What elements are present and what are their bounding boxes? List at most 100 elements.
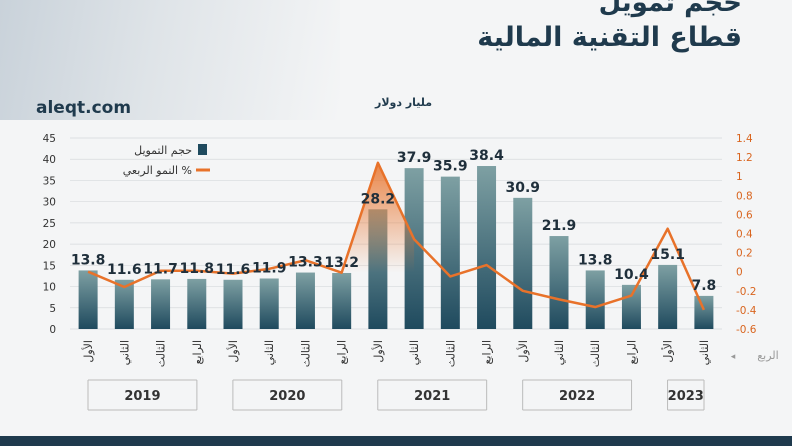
bar-value-label: 7.8 [691,278,716,294]
year-label: 2022 [559,389,595,404]
left-tick-label: 20 [43,239,56,251]
year-labels: 2019 2020 2021 2022 2023 [87,379,705,411]
right-tick-label: 1 [736,171,743,183]
bar [513,197,533,329]
left-tick-label: 35 [43,175,56,187]
right-tick-label: -0.2 [736,286,757,298]
unit-label: مليار دولار [375,96,433,109]
bar-value-label: 13.3 [288,255,323,271]
growth-line [87,161,706,311]
growth-peak-area [341,162,415,273]
bar [440,176,460,329]
bar [621,284,641,329]
bar-value-label: 37.9 [397,150,432,166]
quarter-label: الثالث [444,340,457,367]
year-label: 2023 [668,389,704,404]
year-label: 2019 [124,389,160,404]
bar-value-label: 30.9 [506,180,541,196]
quarter-label: الرابع [625,340,638,364]
left-tick-label: 5 [49,303,56,315]
quarter-label: الثاني [553,340,566,365]
footer-bar [0,436,792,446]
bar [549,236,569,329]
right-tick-label: 0.6 [736,209,753,221]
bar [114,279,134,329]
bar-value-label: 13.2 [324,255,359,271]
right-tick-label: 0.4 [736,229,753,241]
left-axis-ticks: 0 5 10 15 20 25 30 35 40 45 [43,133,56,336]
quarter-label: الرابع [191,340,204,364]
bar-value-label: 15.1 [650,247,685,263]
left-tick-label: 25 [43,218,56,230]
bar [295,272,315,329]
right-axis-ticks: 1.4 1.2 1 0.8 0.6 0.4 0.2 0 -0.2 -0.4 -0.6 [736,133,757,336]
bar [151,279,171,329]
quarter-label: الأول [371,340,385,363]
right-tick-label: 0.8 [736,190,753,202]
header-photo [0,0,340,120]
bar-value-label: 38.4 [469,148,504,164]
quarter-label: الثالث [589,340,602,367]
quarter-label: الأول [226,340,240,363]
left-tick-label: 30 [43,197,56,209]
bar-value-label: 13.8 [71,252,106,268]
quarter-label: الثاني [698,340,711,365]
bar-value-label: 11.7 [143,261,178,277]
bar-value-label: 10.4 [614,267,649,283]
bar-value-label: 11.8 [180,261,215,277]
legend: حجم التمويل النمو الربعي % [123,144,210,177]
quarter-label: الثالث [155,340,168,367]
year-label: 2020 [269,389,305,404]
right-tick-label: 0.2 [736,248,753,260]
quarter-label: الثاني [118,340,131,365]
bar [585,270,605,329]
left-tick-label: 45 [43,133,56,145]
quarter-label: الثاني [263,340,276,365]
bar [332,272,352,329]
title-line-1: حجم تمويل [598,0,742,18]
bar [223,279,243,329]
bar-value-label: 35.9 [433,159,468,175]
quarter-label: الأول [81,340,95,363]
growth-series-line [87,161,706,311]
bar [78,270,98,329]
right-tick-label: -0.6 [736,324,757,336]
right-tick-label: -0.4 [736,305,757,317]
bar [694,295,714,329]
bar-value-label: 13.8 [578,252,613,268]
bar [658,264,678,329]
left-tick-label: 40 [43,154,56,166]
quarter-label: الرابع [481,340,494,364]
legend-bar-label: حجم التمويل [134,144,192,157]
bar-value-label: 11.6 [107,262,142,278]
quarter-label: الثالث [299,340,312,367]
bar [477,166,497,329]
bar-value-label: 11.9 [252,260,287,276]
quarter-label: الرابع [336,340,349,364]
quarter-labels: الأول الثاني الثالث الرابع الأول الثاني الثالث… [81,340,779,367]
quarter-axis-arrow-icon: ◂ [731,352,736,362]
bar-value-label: 28.2 [361,191,396,207]
legend-line-label: النمو الربعي % [123,164,192,177]
quarter-label: الثاني [408,340,421,365]
left-tick-label: 0 [49,324,56,336]
data-labels: 13.811.6 11.7 11.8 11.6 11.9 13.3 13.228.237.9… [71,148,716,294]
bar-value-label: 21.9 [542,218,577,234]
site-logo[interactable]: aleqt.com [36,98,132,118]
growth-area [341,162,415,273]
left-tick-label: 15 [43,260,56,272]
quarter-label: الأول [661,340,675,363]
bars [78,166,714,329]
bar-value-label: 11.6 [216,262,251,278]
right-tick-label: 1.2 [736,152,753,164]
bar [259,278,279,329]
title-line-2: قطاع التقنية المالية [477,22,742,53]
right-tick-label: 1.4 [736,133,753,145]
quarter-axis-label: الربع [757,349,778,362]
bar [187,278,207,329]
year-label: 2021 [414,389,450,404]
legend-bar-swatch [198,144,207,155]
right-tick-label: 0 [736,267,743,279]
quarter-label: الأول [516,340,530,363]
